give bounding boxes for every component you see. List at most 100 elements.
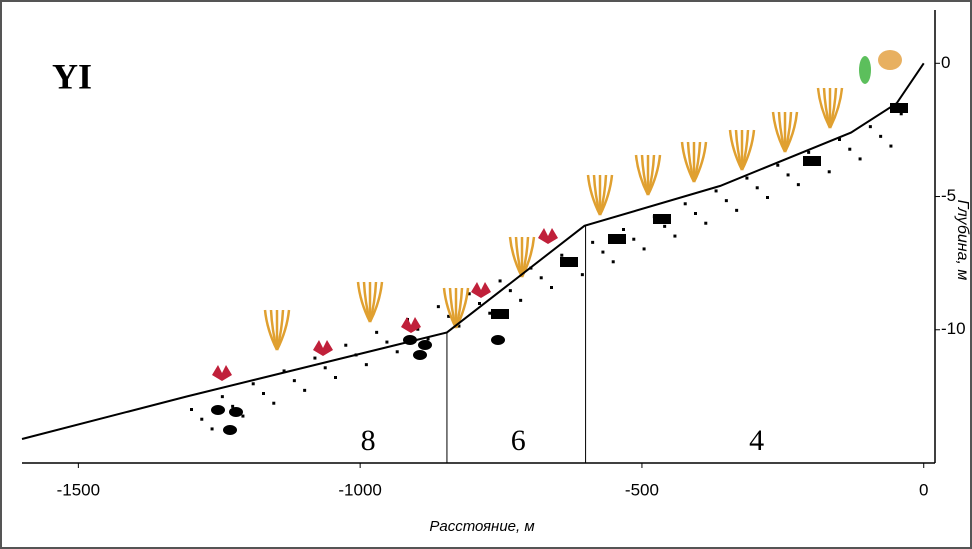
decoration [796,183,800,187]
zone-label: 8 [361,424,376,457]
decoration [598,174,614,216]
decoration [879,134,883,138]
decoration [401,317,421,333]
decoration [467,292,471,296]
decoration [755,186,759,190]
decoration [694,212,697,215]
decoration [519,298,523,302]
zone-label: 6 [511,424,526,457]
decoration [491,335,505,345]
x-tick-label: -1500 [57,480,100,499]
decoration [491,309,509,319]
decoration [395,350,399,354]
decoration [313,356,317,360]
decoration [828,87,844,129]
decoration [292,379,296,383]
decoration [868,125,872,129]
decoration [538,228,558,244]
decoration [251,382,255,386]
decoration [323,366,327,370]
decoration [724,199,728,203]
decoration [735,208,739,212]
decoration [241,414,245,418]
y-tick-label: -5 [941,186,956,205]
decoration [591,240,595,244]
decoration [190,408,193,411]
decoration [560,253,564,257]
zone-label: 4 [749,424,764,457]
decoration [858,157,862,161]
y-tick-label: 0 [941,53,950,72]
decoration [714,189,718,193]
decoration [210,427,214,431]
decoration [766,196,769,199]
decoration [642,247,646,251]
decoration [622,228,625,231]
decoration [212,365,232,381]
decoration [334,376,337,379]
decoration [632,237,636,241]
decoration [889,144,893,148]
decoration [418,340,432,350]
decoration [601,250,605,254]
decoration [890,103,908,113]
decoration [580,273,584,277]
decoration [899,112,903,116]
decoration [313,340,333,356]
profile-line [21,62,925,440]
decoration [375,330,379,334]
decoration [272,401,276,405]
decoration [807,150,811,154]
decoration [803,156,821,166]
decoration [426,337,430,341]
x-tick-label: 0 [919,480,928,499]
decoration [413,350,427,360]
decoration [783,111,799,153]
x-tick-label: -1000 [338,480,381,499]
decoration [344,343,348,347]
decoration [878,50,902,70]
decoration [673,234,677,238]
decoration [646,154,662,196]
decoration [211,405,225,415]
decoration [663,224,667,228]
y-tick-label: -10 [941,319,966,338]
decoration [275,309,291,351]
decoration [560,257,578,267]
decoration [220,395,224,399]
decoration [827,170,831,174]
decoration [416,327,420,331]
decoration [262,392,265,395]
decoration [498,279,502,283]
decoration [653,214,671,224]
decoration [692,141,708,183]
decoration [608,234,626,244]
decoration [776,163,780,167]
decoration [447,314,451,318]
decoration [488,311,492,315]
decoration [303,388,307,392]
decoration [385,340,389,344]
x-axis-label: Расстояние, м [429,518,534,535]
decoration [740,129,756,171]
decoration [229,407,243,417]
decoration [200,417,204,421]
decoration [611,260,615,264]
decoration [368,281,384,323]
decoration [838,138,841,141]
decoration [223,425,237,435]
decoration [231,404,235,408]
decoration [508,289,512,293]
decoration [364,363,368,367]
decoration [457,324,461,328]
decoration [704,221,708,225]
decoration [786,173,790,177]
chart-title: YI [52,56,92,96]
decoration [478,302,481,305]
y-axis-label: Глубина, м [954,200,971,281]
decoration [282,369,286,373]
decoration [745,176,749,180]
decoration [471,282,491,298]
